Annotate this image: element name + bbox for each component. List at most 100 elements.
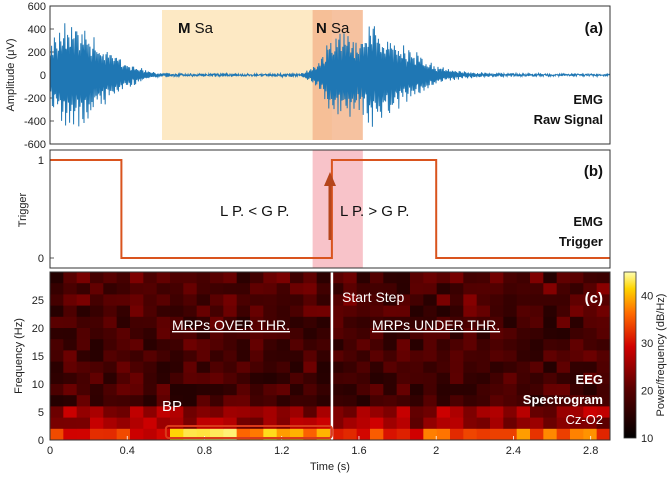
heatmap-cell bbox=[290, 283, 304, 295]
heatmap-cell bbox=[63, 350, 78, 363]
heatmap-cell bbox=[143, 328, 158, 340]
heatmap-cell bbox=[370, 316, 384, 329]
heatmap-cell bbox=[223, 316, 238, 329]
heatmap-cell bbox=[76, 384, 91, 396]
heatmap-cell bbox=[343, 384, 358, 396]
heatmap-cell bbox=[463, 272, 478, 284]
heatmap-cell bbox=[143, 272, 158, 284]
heatmap-cell bbox=[303, 395, 318, 407]
heatmap-cell bbox=[556, 428, 571, 440]
heatmap-cell bbox=[316, 384, 331, 396]
heatmap-cell bbox=[410, 272, 424, 284]
heatmap-cell bbox=[170, 406, 184, 419]
heatmap-cell bbox=[410, 350, 424, 363]
heatmap-cell bbox=[330, 406, 344, 419]
heatmap-cell bbox=[356, 294, 371, 307]
heatmap-cell bbox=[583, 350, 598, 363]
ytick-label: 0 bbox=[38, 435, 44, 447]
heatmap-cell bbox=[276, 316, 291, 329]
heatmap-cell bbox=[76, 272, 91, 284]
xtick-label: 0.4 bbox=[120, 445, 135, 457]
mrps-over-thr-label: MRPs OVER THR. bbox=[172, 317, 290, 333]
heatmap-cell bbox=[250, 395, 264, 407]
heatmap-cell bbox=[156, 395, 171, 407]
heatmap-cell bbox=[156, 406, 171, 419]
heatmap-cell bbox=[476, 428, 491, 440]
heatmap-cell bbox=[316, 361, 331, 374]
heatmap-cell bbox=[303, 305, 318, 318]
heatmap-cell bbox=[236, 361, 251, 374]
heatmap-cell bbox=[570, 328, 584, 340]
heatmap-cell bbox=[210, 361, 224, 374]
heatmap-cell bbox=[396, 272, 411, 284]
heatmap-cell bbox=[236, 395, 251, 407]
heatmap-cell bbox=[276, 328, 291, 340]
heatmap-cell bbox=[583, 428, 598, 440]
heatmap-cell bbox=[490, 283, 504, 295]
heatmap-cell bbox=[90, 372, 104, 385]
heatmap-cell bbox=[356, 417, 371, 430]
heatmap-cell bbox=[223, 417, 238, 430]
heatmap-cell bbox=[503, 305, 518, 318]
heatmap-cell bbox=[530, 406, 544, 419]
heatmap-cell bbox=[130, 305, 144, 318]
heatmap-cell bbox=[196, 428, 211, 440]
heatmap-cell bbox=[516, 395, 531, 407]
heatmap-cell bbox=[290, 406, 304, 419]
heatmap-cell bbox=[236, 406, 251, 419]
heatmap-cell bbox=[503, 316, 518, 329]
heatmap-cell bbox=[196, 316, 211, 329]
heatmap-cell bbox=[543, 428, 558, 440]
heatmap-cell bbox=[370, 417, 384, 430]
heatmap-cell bbox=[223, 406, 238, 419]
heatmap-cell bbox=[396, 350, 411, 363]
heatmap-cell bbox=[476, 339, 491, 351]
heatmap-cell bbox=[276, 283, 291, 295]
heatmap-cell bbox=[450, 350, 464, 363]
heatmap-cell bbox=[530, 283, 544, 295]
heatmap-cell bbox=[556, 406, 571, 419]
heatmap-cell bbox=[143, 428, 158, 440]
heatmap-cell bbox=[143, 361, 158, 374]
heatmap-cell bbox=[490, 350, 504, 363]
heatmap-cell bbox=[516, 339, 531, 351]
heatmap-cell bbox=[503, 350, 518, 363]
heatmap-cell bbox=[50, 305, 64, 318]
heatmap-cell bbox=[223, 339, 238, 351]
heatmap-cell bbox=[210, 372, 224, 385]
heatmap-cell bbox=[583, 384, 598, 396]
ytick-label: 15 bbox=[32, 351, 44, 363]
heatmap-cell bbox=[530, 384, 544, 396]
heatmap-cell bbox=[476, 283, 491, 295]
heatmap-cell bbox=[356, 339, 371, 351]
heatmap-cell bbox=[196, 372, 211, 385]
heatmap-cell bbox=[156, 294, 171, 307]
heatmap-cell bbox=[436, 395, 451, 407]
heatmap-cell bbox=[103, 428, 118, 440]
heatmap-cell bbox=[183, 316, 198, 329]
heatmap-cell bbox=[156, 428, 171, 440]
heatmap-cell bbox=[356, 428, 371, 440]
heatmap-cell bbox=[63, 328, 78, 340]
heatmap-cell bbox=[543, 328, 558, 340]
heatmap-cell bbox=[236, 372, 251, 385]
heatmap-cell bbox=[50, 361, 64, 374]
heatmap-cell bbox=[143, 417, 158, 430]
heatmap-cell bbox=[476, 384, 491, 396]
heatmap-cell bbox=[410, 294, 424, 307]
heatmap-cell bbox=[530, 372, 544, 385]
heatmap-cell bbox=[490, 428, 504, 440]
heatmap-cell bbox=[383, 272, 398, 284]
heatmap-cell bbox=[543, 272, 558, 284]
heatmap-cell bbox=[476, 361, 491, 374]
heatmap-cell bbox=[116, 395, 131, 407]
heatmap-cell bbox=[130, 428, 144, 440]
heatmap-cell bbox=[316, 316, 331, 329]
panel-a-annotation-line2: Raw Signal bbox=[534, 112, 603, 127]
n-sa-label: N Sa bbox=[316, 20, 350, 37]
heatmap-cell bbox=[423, 361, 438, 374]
heatmap-cell bbox=[356, 350, 371, 363]
heatmap-cell bbox=[290, 316, 304, 329]
heatmap-cell bbox=[516, 272, 531, 284]
heatmap-cell bbox=[596, 361, 610, 374]
